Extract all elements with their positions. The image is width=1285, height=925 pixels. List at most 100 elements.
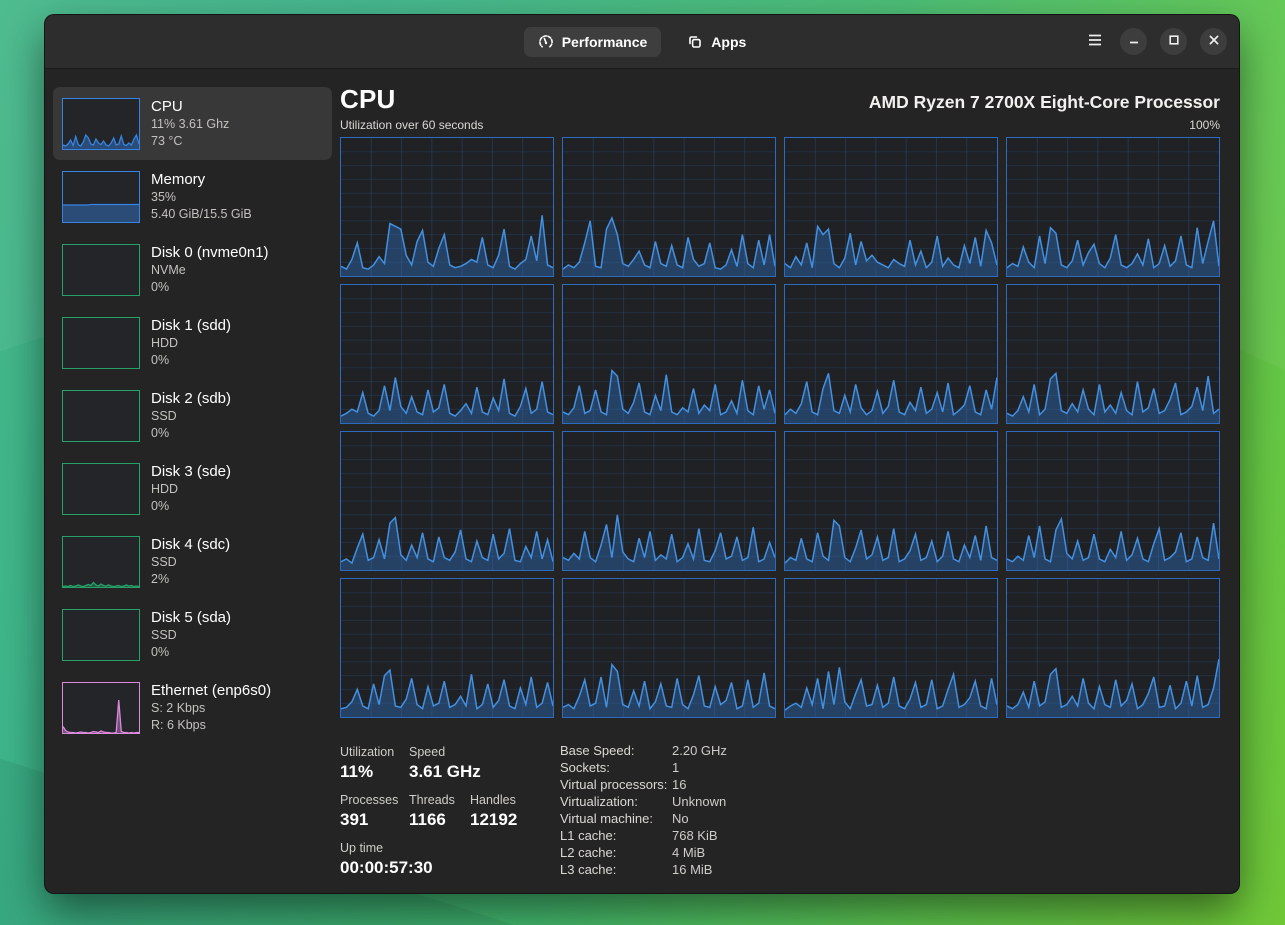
sidebar-item-title: Memory <box>151 170 206 188</box>
maximize-button[interactable] <box>1160 28 1187 55</box>
sidebar-item-disk0[interactable]: Disk 0 (nvme0n1) NVMe 0% <box>53 233 332 306</box>
detail-label: Virtual machine: <box>560 811 653 826</box>
sidebar-item-disk1[interactable]: Disk 1 (sdd) HDD 0% <box>53 306 332 379</box>
sidebar-item-cpu[interactable]: CPU 11% 3.61 Ghz 73 °C <box>53 87 332 160</box>
sidebar-item-subtitle: SSD <box>151 555 177 570</box>
sidebar-item-disk2[interactable]: Disk 2 (sdb) SSD 0% <box>53 379 332 452</box>
sidebar-item-title: Disk 5 (sda) <box>151 608 232 626</box>
core-graph-core-9 <box>340 431 554 571</box>
sidebar-item-title: Disk 1 (sdd) <box>151 316 232 334</box>
minimize-button[interactable] <box>1120 28 1147 55</box>
maximize-icon <box>1168 34 1180 49</box>
detail-value: 768 KiB <box>672 828 718 843</box>
core-graph-core-3 <box>784 137 998 277</box>
performance-sidebar: CPU 11% 3.61 Ghz 73 °C Memory 35% 5.40 GiB/15… <box>45 69 340 893</box>
graph-caption-row: Utilization over 60 seconds 100% <box>340 118 1220 132</box>
stat-utilization: Utilization 11% <box>340 745 395 781</box>
tab-apps[interactable]: Apps <box>673 27 760 57</box>
tab-performance-label: Performance <box>561 33 648 50</box>
window-controls <box>1083 15 1227 68</box>
cpu-panel: CPU AMD Ryzen 7 2700X Eight-Core Process… <box>340 69 1239 893</box>
tab-apps-label: Apps <box>711 33 747 50</box>
stat-uptime: Up time 00:00:57:30 <box>340 841 433 877</box>
sidebar-item-disk4[interactable]: Disk 4 (sdc) SSD 2% <box>53 525 332 598</box>
detail-label: Base Speed: <box>560 743 635 758</box>
sidebar-item-subtitle: 35% <box>151 190 177 205</box>
stat-threads: Threads 1166 <box>409 793 455 829</box>
apps-icon <box>687 34 703 50</box>
sidebar-item-ethernet[interactable]: Ethernet (enp6s0) S: 2 Kbps R: 6 Kbps <box>53 671 332 744</box>
detail-value: 4 MiB <box>672 845 706 860</box>
detail-label: L1 cache: <box>560 828 617 843</box>
detail-label: L2 cache: <box>560 845 617 860</box>
detail-label: L3 cache: <box>560 862 617 877</box>
sidebar-item-disk3[interactable]: Disk 3 (sde) HDD 0% <box>53 452 332 525</box>
core-graph-core-12 <box>1006 431 1220 571</box>
detail-value: 2.20 GHz <box>672 743 727 758</box>
stat-processes: Processes 391 <box>340 793 399 829</box>
sidebar-item-subtitle: SSD <box>151 628 177 643</box>
sidebar-item-title: Ethernet (enp6s0) <box>151 681 272 699</box>
core-graph-core-13 <box>340 578 554 718</box>
sidebar-item-subtitle: 0% <box>151 498 170 513</box>
page-title: CPU <box>340 84 396 114</box>
gauge-icon <box>538 34 554 50</box>
cpu-mini-graph <box>62 97 140 150</box>
minimize-icon <box>1128 34 1140 49</box>
sidebar-item-memory[interactable]: Memory 35% 5.40 GiB/15.5 GiB <box>53 160 332 233</box>
tab-performance[interactable]: Performance <box>523 26 662 57</box>
core-graph-core-10 <box>562 431 776 571</box>
per-core-graph-grid <box>340 137 1220 718</box>
detail-value: No <box>672 811 689 826</box>
core-graph-core-5 <box>340 284 554 424</box>
sidebar-item-subtitle: 0% <box>151 425 170 440</box>
sidebar-item-subtitle: 2% <box>151 571 170 586</box>
view-switcher: Performance Apps <box>523 26 761 57</box>
cpu-details: Base Speed: 2.20 GHz Sockets: 1 Virtual proc… <box>560 744 727 888</box>
disk0-mini-graph <box>62 243 140 296</box>
window-content: CPU 11% 3.61 Ghz 73 °C Memory 35% 5.40 GiB/15… <box>45 69 1239 893</box>
mission-center-window: Performance Apps <box>45 15 1239 893</box>
stat-handles: Handles 12192 <box>470 793 518 829</box>
sidebar-item-subtitle: SSD <box>151 409 177 424</box>
menu-button[interactable] <box>1083 29 1107 54</box>
detail-value: 1 <box>672 760 680 775</box>
core-graph-core-11 <box>784 431 998 571</box>
sidebar-item-subtitle: 0% <box>151 352 170 367</box>
sidebar-item-title: Disk 3 (sde) <box>151 462 232 480</box>
sidebar-item-title: Disk 4 (sdc) <box>151 535 231 553</box>
core-graph-core-14 <box>562 578 776 718</box>
detail-value: 16 <box>672 777 687 792</box>
sidebar-item-subtitle: 0% <box>151 279 170 294</box>
core-graph-core-1 <box>340 137 554 277</box>
sidebar-item-subtitle: HDD <box>151 336 179 351</box>
sidebar-item-title: Disk 0 (nvme0n1) <box>151 243 269 261</box>
detail-value: Unknown <box>672 794 727 809</box>
core-graph-core-16 <box>1006 578 1220 718</box>
sidebar-item-subtitle: HDD <box>151 482 179 497</box>
titlebar: Performance Apps <box>45 15 1239 69</box>
core-graph-core-6 <box>562 284 776 424</box>
close-button[interactable] <box>1200 28 1227 55</box>
core-graph-core-2 <box>562 137 776 277</box>
sidebar-item-subtitle: 11% 3.61 Ghz <box>151 117 230 132</box>
stat-speed: Speed 3.61 GHz <box>409 745 481 781</box>
disk2-mini-graph <box>62 389 140 442</box>
sidebar-item-subtitle: R: 6 Kbps <box>151 717 206 732</box>
sidebar-item-disk5[interactable]: Disk 5 (sda) SSD 0% <box>53 598 332 671</box>
detail-value: 16 MiB <box>672 862 713 877</box>
detail-label: Virtual processors: <box>560 777 668 792</box>
disk3-mini-graph <box>62 462 140 515</box>
core-graph-core-8 <box>1006 284 1220 424</box>
sidebar-item-subtitle: 0% <box>151 644 170 659</box>
sidebar-item-subtitle: NVMe <box>151 263 186 278</box>
sidebar-item-title: Disk 2 (sdb) <box>151 389 232 407</box>
disk5-mini-graph <box>62 608 140 661</box>
graph-caption: Utilization over 60 seconds <box>340 118 484 132</box>
core-graph-core-15 <box>784 578 998 718</box>
disk4-mini-graph <box>62 535 140 588</box>
graph-max-label: 100% <box>1189 118 1220 132</box>
close-icon <box>1208 34 1220 49</box>
disk1-mini-graph <box>62 316 140 369</box>
cpu-header: CPU AMD Ryzen 7 2700X Eight-Core Process… <box>340 84 1220 115</box>
